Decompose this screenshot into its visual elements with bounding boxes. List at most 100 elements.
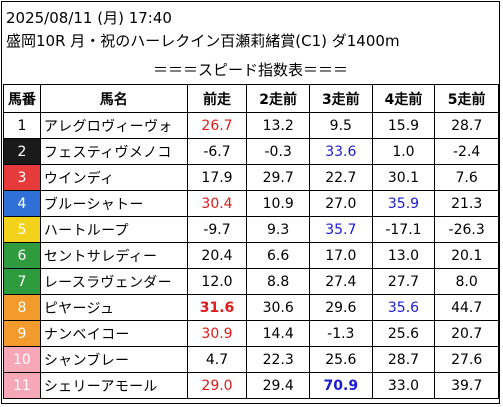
horse-number: 1 xyxy=(3,112,41,139)
speed-value: 9.5 xyxy=(308,112,373,139)
speed-value: -26.3 xyxy=(434,216,499,243)
horse-number: 10 xyxy=(3,346,41,373)
speed-value: 27.4 xyxy=(308,268,373,295)
speed-value: 29.0 xyxy=(186,372,248,399)
speed-value: 17.0 xyxy=(308,242,373,269)
speed-value: 15.9 xyxy=(371,112,436,139)
speed-value: 20.1 xyxy=(434,242,499,269)
speed-value: 25.6 xyxy=(371,320,436,347)
speed-value: 13.0 xyxy=(371,242,436,269)
speed-value: 31.6 xyxy=(186,294,248,321)
horse-name: フェスティヴメノコ xyxy=(39,138,188,165)
speed-value: -9.7 xyxy=(186,216,248,243)
col-header-name: 馬名 xyxy=(39,84,188,113)
speed-value: -17.1 xyxy=(371,216,436,243)
speed-value: 28.7 xyxy=(434,112,499,139)
horse-name: レースラヴェンダー xyxy=(39,268,188,295)
section-title: ＝＝＝スピード指数表＝＝＝ xyxy=(152,61,348,79)
speed-value: 29.4 xyxy=(246,372,310,399)
col-header-3rd: 3走前 xyxy=(308,84,373,113)
speed-value: 44.7 xyxy=(434,294,499,321)
speed-value: 1.0 xyxy=(371,138,436,165)
col-header-number: 馬番 xyxy=(3,84,41,113)
table-row: 10 シャンブレー 4.7 22.3 25.6 28.7 27.6 xyxy=(3,346,499,373)
speed-value: 28.7 xyxy=(371,346,436,373)
speed-value: 27.6 xyxy=(434,346,499,373)
table-row: 3 ウインディ 17.9 29.7 22.7 30.1 7.6 xyxy=(3,164,499,191)
horse-name: アレグロヴィーヴォ xyxy=(39,112,188,139)
table-row: 6 セントサレディー 20.4 6.6 17.0 13.0 20.1 xyxy=(3,242,499,269)
speed-value: 22.3 xyxy=(246,346,310,373)
speed-value: 27.7 xyxy=(371,268,436,295)
speed-value: -1.3 xyxy=(308,320,373,347)
horse-name: シャンブレー xyxy=(39,346,188,373)
speed-value: 7.6 xyxy=(434,164,499,191)
speed-value: 30.6 xyxy=(246,294,310,321)
table-row: 7 レースラヴェンダー 12.0 8.8 27.4 27.7 8.0 xyxy=(3,268,499,295)
speed-value: 13.2 xyxy=(246,112,310,139)
horse-name: シェリーアモール xyxy=(39,372,188,399)
speed-value: 8.8 xyxy=(246,268,310,295)
speed-value: 26.7 xyxy=(186,112,248,139)
table-row: 8 ピヤージュ 31.6 30.6 29.6 35.6 44.7 xyxy=(3,294,499,321)
speed-value: 30.1 xyxy=(371,164,436,191)
speed-value: 4.7 xyxy=(186,346,248,373)
speed-value: 39.7 xyxy=(434,372,499,399)
table-row: 2 フェスティヴメノコ -6.7 -0.3 33.6 1.0 -2.4 xyxy=(3,138,499,165)
speed-value: 35.6 xyxy=(371,294,436,321)
speed-value: 33.6 xyxy=(308,138,373,165)
speed-value: -2.4 xyxy=(434,138,499,165)
speed-value: 8.0 xyxy=(434,268,499,295)
horse-name: セントサレディー xyxy=(39,242,188,269)
speed-value: 29.6 xyxy=(308,294,373,321)
table-row: 11 シェリーアモール 29.0 29.4 70.9 33.0 39.7 xyxy=(3,372,499,399)
speed-value: 20.7 xyxy=(434,320,499,347)
speed-value: 20.4 xyxy=(186,242,248,269)
speed-value: 30.4 xyxy=(186,190,248,217)
horse-number: 6 xyxy=(3,242,41,269)
horse-number: 8 xyxy=(3,294,41,321)
speed-value: 25.6 xyxy=(308,346,373,373)
speed-value: 10.9 xyxy=(246,190,310,217)
horse-number: 9 xyxy=(3,320,41,347)
speed-value: 14.4 xyxy=(246,320,310,347)
col-header-5th: 5走前 xyxy=(434,84,499,113)
horse-number: 11 xyxy=(3,372,41,399)
table-header-row: 馬番 馬名 前走 2走前 3走前 4走前 5走前 xyxy=(3,84,499,113)
horse-number: 3 xyxy=(3,164,41,191)
horse-number: 7 xyxy=(3,268,41,295)
table-row: 5 ハートループ -9.7 9.3 35.7 -17.1 -26.3 xyxy=(3,216,499,243)
horse-name: ピヤージュ xyxy=(39,294,188,321)
race-title: 盛岡10R 月・祝のハーレクイン百瀬莉緒賞(C1) ダ1400m xyxy=(6,32,400,50)
horse-number: 2 xyxy=(3,138,41,165)
speed-value: 33.0 xyxy=(371,372,436,399)
speed-value: 22.7 xyxy=(308,164,373,191)
col-header-2nd: 2走前 xyxy=(246,84,310,113)
table-row: 1 アレグロヴィーヴォ 26.7 13.2 9.5 15.9 28.7 xyxy=(3,112,499,139)
horse-name: ブルーシャトー xyxy=(39,190,188,217)
speed-value: 21.3 xyxy=(434,190,499,217)
speed-value: 9.3 xyxy=(246,216,310,243)
speed-value: -0.3 xyxy=(246,138,310,165)
speed-value: 35.7 xyxy=(308,216,373,243)
speed-value: -6.7 xyxy=(186,138,248,165)
speed-value: 70.9 xyxy=(308,372,373,399)
col-header-last: 前走 xyxy=(186,84,248,113)
speed-value: 17.9 xyxy=(186,164,248,191)
col-header-4th: 4走前 xyxy=(371,84,436,113)
speed-value: 35.9 xyxy=(371,190,436,217)
speed-value: 30.9 xyxy=(186,320,248,347)
race-datetime: 2025/08/11 (月) 17:40 xyxy=(6,9,172,27)
horse-name: ナンベイコー xyxy=(39,320,188,347)
table-row: 4 ブルーシャトー 30.4 10.9 27.0 35.9 21.3 xyxy=(3,190,499,217)
speed-value: 27.0 xyxy=(308,190,373,217)
horse-number: 4 xyxy=(3,190,41,217)
speed-index-table: 馬番 馬名 前走 2走前 3走前 4走前 5走前 1 アレグロヴィーヴォ 26.… xyxy=(3,84,499,399)
horse-name: ウインディ xyxy=(39,164,188,191)
speed-value: 6.6 xyxy=(246,242,310,269)
horse-number: 5 xyxy=(3,216,41,243)
table-row: 9 ナンベイコー 30.9 14.4 -1.3 25.6 20.7 xyxy=(3,320,499,347)
speed-value: 29.7 xyxy=(246,164,310,191)
horse-name: ハートループ xyxy=(39,216,188,243)
